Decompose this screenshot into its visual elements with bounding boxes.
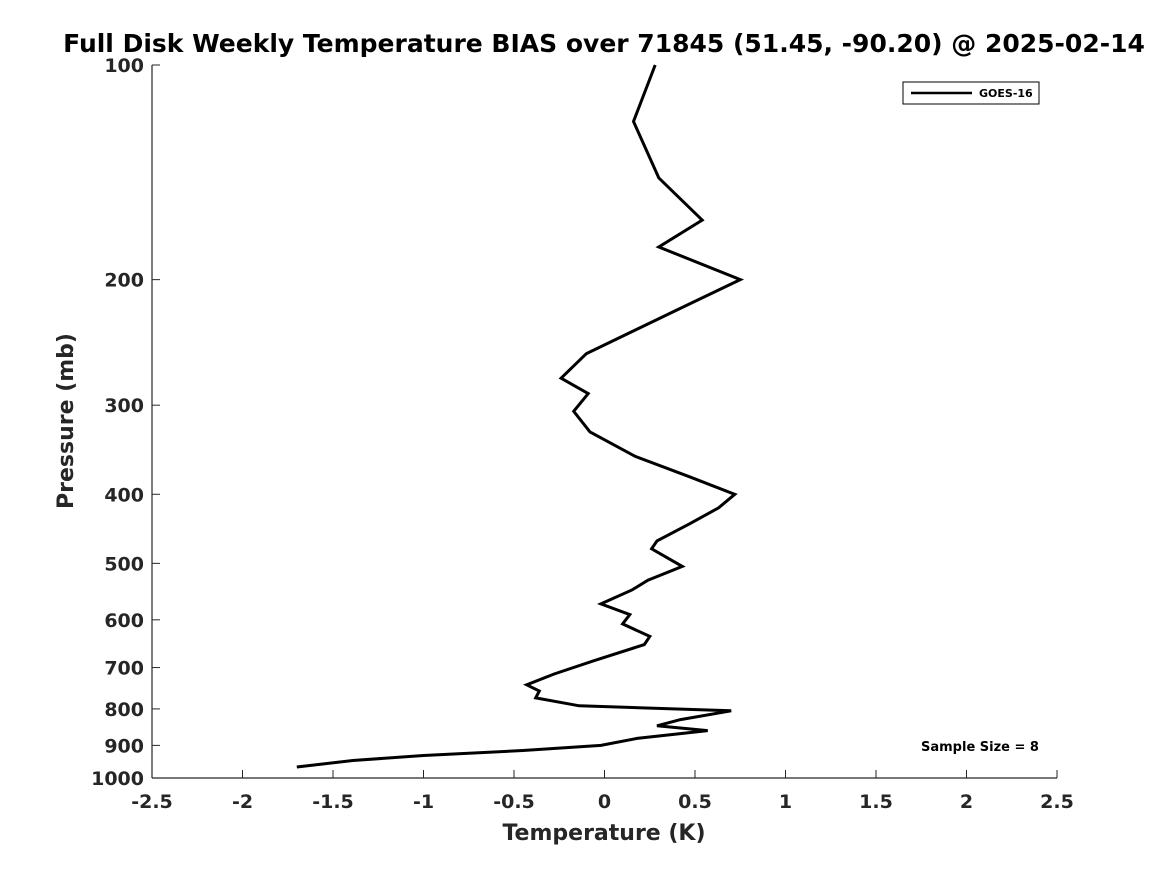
x-tick-label: -1 (413, 791, 434, 813)
y-axis-label: Pressure (mb) (54, 333, 79, 509)
series-layer (296, 64, 745, 769)
y-tick-label: 1000 (91, 768, 144, 790)
x-ticks: -2.5 -2 -1.5 -1 -0.5 0 0.5 1 1.5 2 2.5 (131, 770, 1074, 813)
y-tick-label: 600 (104, 610, 144, 632)
y-tick-label: 100 (104, 55, 144, 77)
y-tick-label: 900 (104, 735, 144, 757)
x-tick-label: -2 (232, 791, 253, 813)
x-tick-label: 2 (960, 791, 973, 813)
x-tick-label: 1.5 (859, 791, 893, 813)
x-tick-label: 0.5 (678, 791, 712, 813)
series-line-goes16 (296, 64, 745, 769)
y-ticks: 100 200 300 400 500 600 700 800 900 1000 (91, 55, 160, 790)
x-tick-label: -2.5 (131, 791, 173, 813)
legend: GOES-16 (902, 81, 1040, 105)
x-tick-label: 2.5 (1040, 791, 1074, 813)
x-axis-label: Temperature (K) (502, 821, 705, 846)
x-tick-label: -1.5 (312, 791, 354, 813)
legend-label-goes16: GOES-16 (979, 87, 1033, 100)
y-tick-label: 400 (104, 484, 144, 506)
sample-size-annotation: Sample Size = 8 (921, 740, 1039, 755)
y-tick-label: 800 (104, 699, 144, 721)
x-tick-label: -0.5 (493, 791, 535, 813)
y-tick-label: 700 (104, 658, 144, 680)
y-tick-label: 500 (104, 553, 144, 575)
x-tick-label: 1 (779, 791, 792, 813)
chart-title: Full Disk Weekly Temperature BIAS over 7… (63, 29, 1145, 58)
y-tick-label: 300 (104, 395, 144, 417)
y-tick-label: 200 (104, 270, 144, 292)
x-tick-label: 0 (598, 791, 611, 813)
